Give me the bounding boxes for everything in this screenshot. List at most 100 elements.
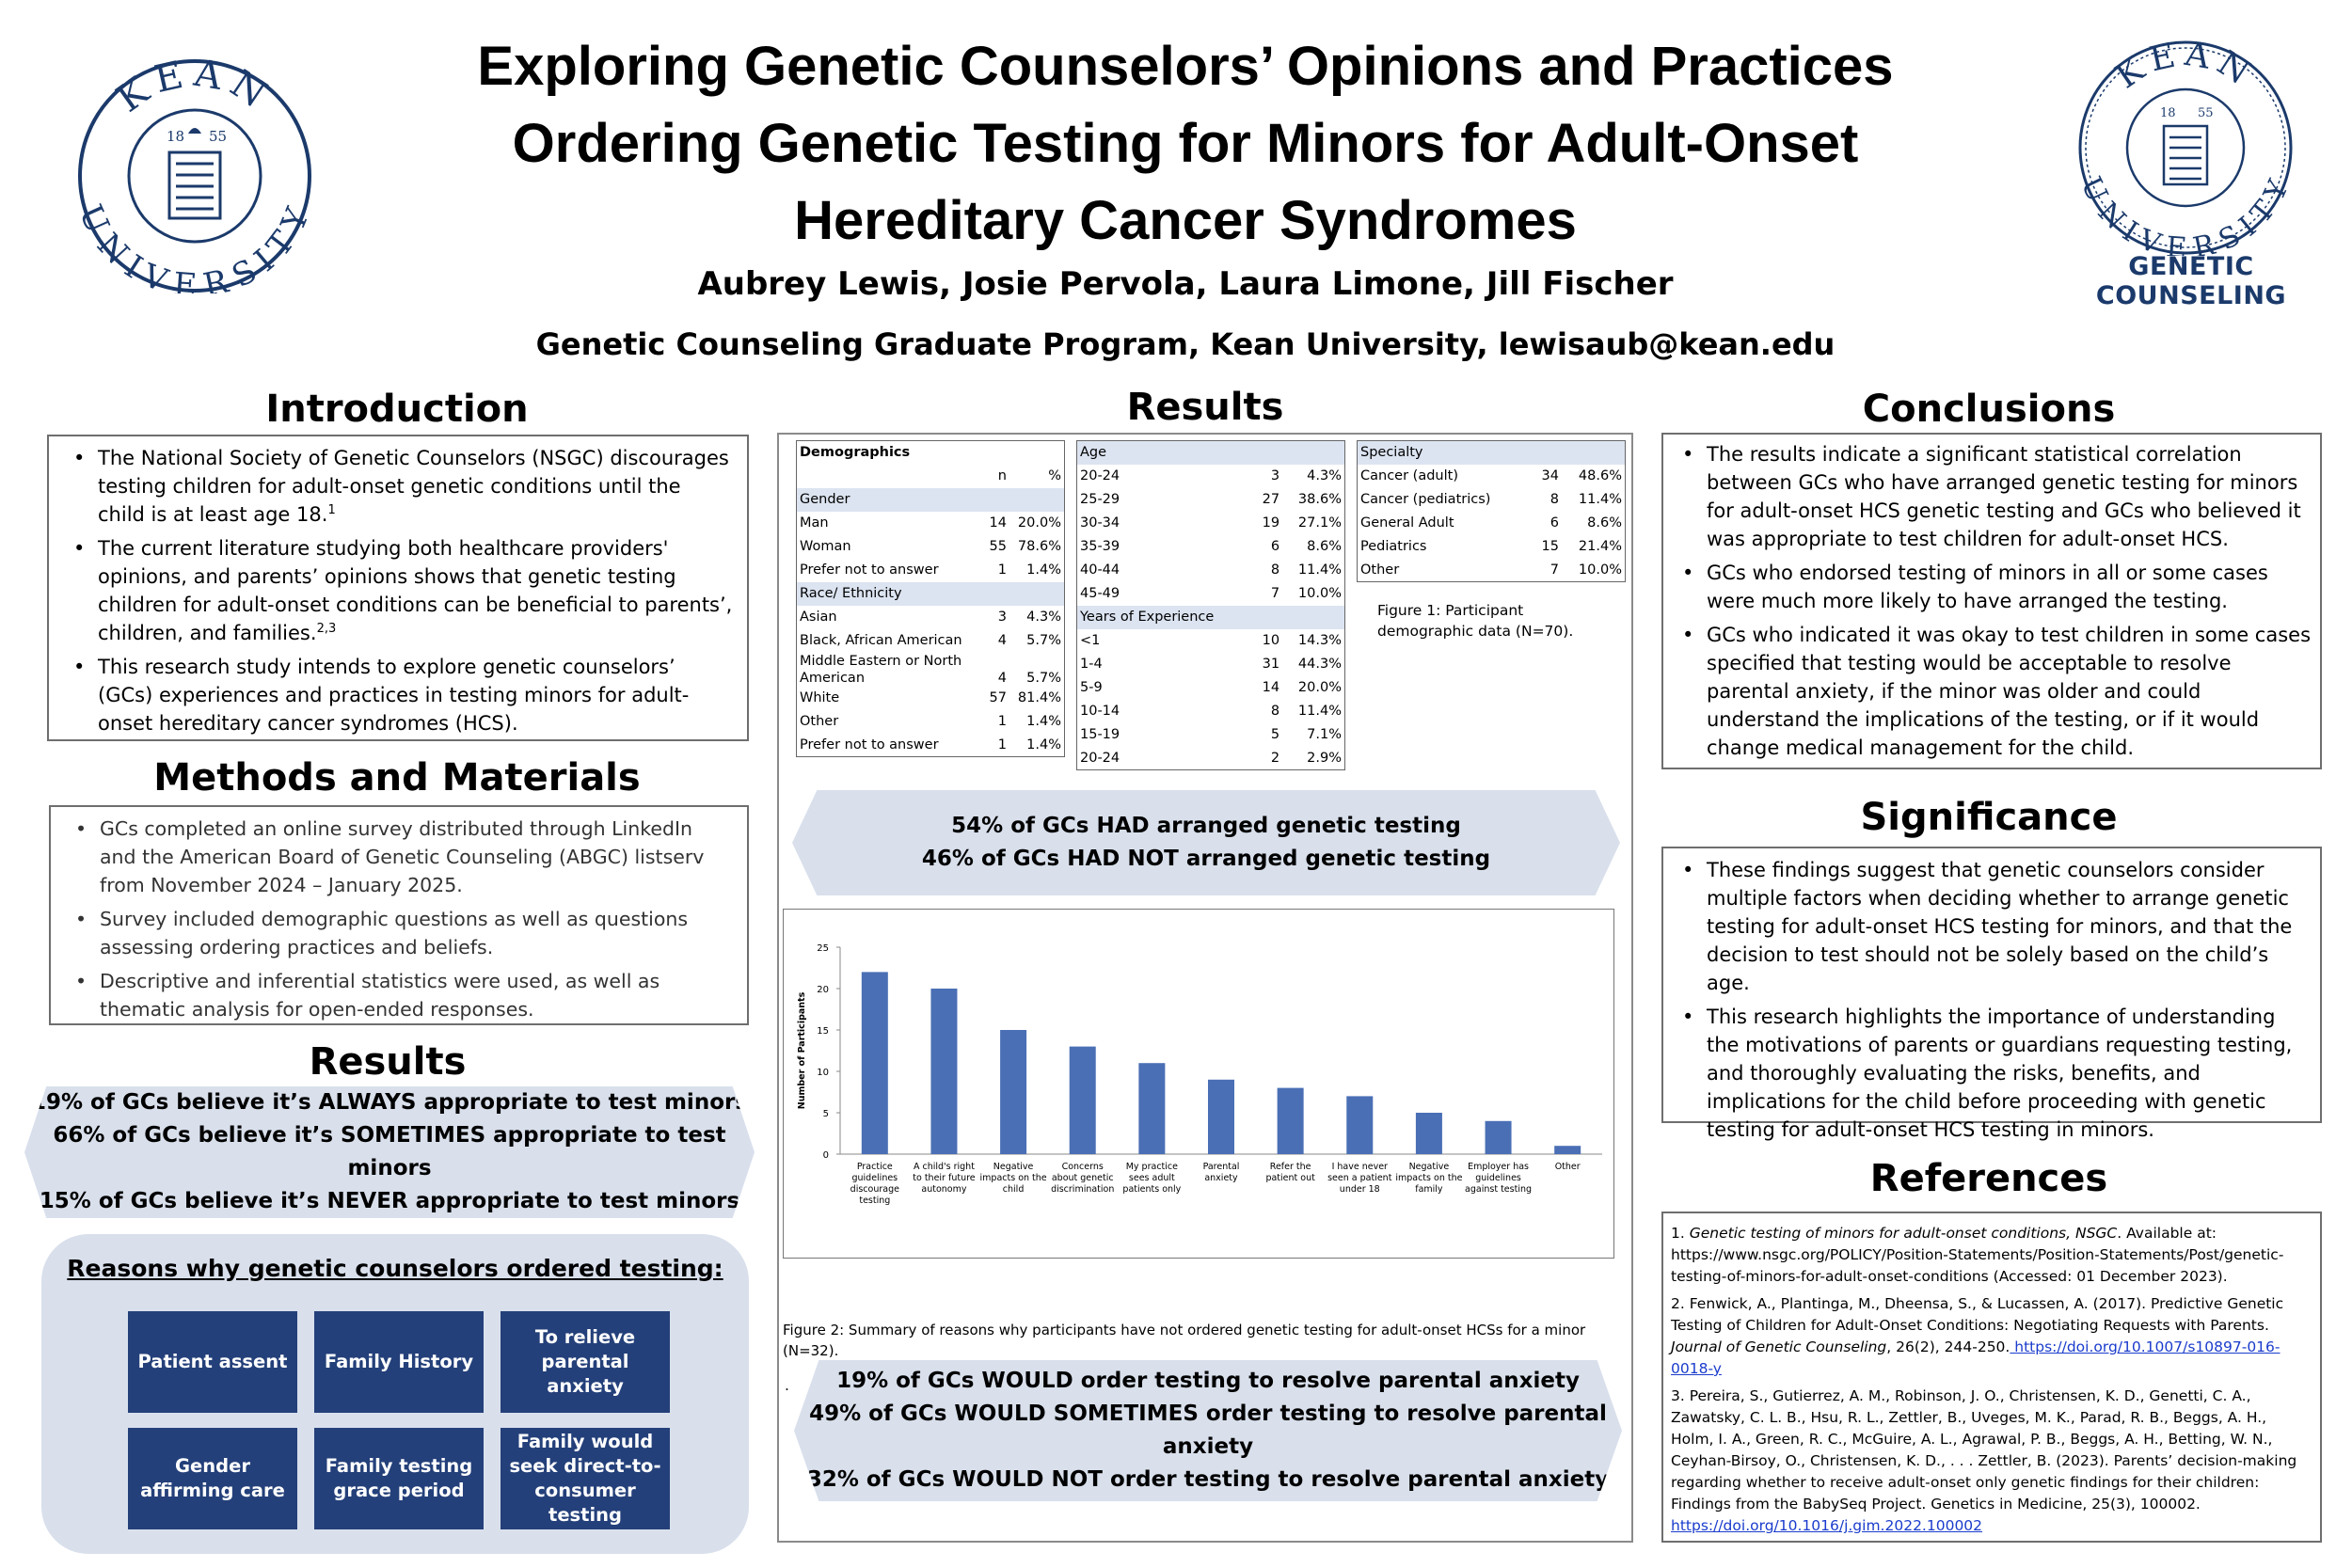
table-row: 25-29 27 38.6% <box>1077 488 1345 512</box>
percent-cell: 4.3% <box>1026 610 1061 625</box>
count-cell: 7 <box>1549 562 1559 578</box>
table-row: Specialty <box>1357 440 1626 465</box>
table-cell <box>1532 440 1562 465</box>
bar <box>930 989 958 1154</box>
count-cell: 15 <box>1541 539 1559 554</box>
banner-line: 54% of GCs HAD arranged genetic testing <box>951 814 1461 838</box>
poster-title: Exploring Genetic Counselors’ Opinions a… <box>477 36 1894 251</box>
x-tick-label: Negative <box>1409 1162 1450 1172</box>
table-cell <box>797 465 984 488</box>
table-row: 30-34 19 27.1% <box>1077 512 1345 535</box>
x-tick-label: patient out <box>1265 1173 1315 1183</box>
author-list: Aubrey Lewis, Josie Pervola, Laura Limon… <box>697 265 1674 303</box>
row-label: 40-44 <box>1080 562 1120 578</box>
table-cell <box>984 441 1009 465</box>
count-cell: 19 <box>1262 515 1280 531</box>
count-cell: 27 <box>1262 492 1280 507</box>
row-label: 20-24 <box>1080 750 1120 766</box>
percent-cell: 11.4% <box>1578 492 1622 507</box>
table-row: Years of Experience <box>1076 605 1345 629</box>
significance-heading: Significance <box>1860 796 2118 839</box>
percent-cell: 21.4% <box>1578 539 1622 554</box>
table-row: Cancer (adult) 34 48.6% <box>1358 465 1626 488</box>
appropriateness-banner: 19% of GCs believe it’s ALWAYS appropria… <box>24 1086 755 1218</box>
count-cell: 8 <box>1270 562 1280 578</box>
svg-text:UNIVERSITY: UNIVERSITY <box>77 199 312 293</box>
y-tick-label: 25 <box>817 943 829 954</box>
x-tick-label: guidelines <box>1475 1173 1521 1183</box>
table-cell <box>1253 605 1283 629</box>
group-label: Gender <box>796 487 984 512</box>
table-cell <box>1282 605 1345 629</box>
methods-bullet: Descriptive and inferential statistics w… <box>64 967 734 1023</box>
table-cell <box>1009 653 1065 670</box>
x-tick-label: discrimination <box>1051 1184 1114 1195</box>
x-tick-label: impacts on the <box>1395 1173 1462 1183</box>
svg-text:KEAN: KEAN <box>109 58 280 121</box>
y-tick-label: 10 <box>817 1068 829 1078</box>
table-cell <box>1009 581 1065 606</box>
introduction-bullet: The National Society of Genetic Counselo… <box>62 444 734 529</box>
row-label: Asian <box>800 610 837 625</box>
bar <box>1554 1146 1581 1154</box>
stray-mark: . <box>785 1377 789 1394</box>
y-axis-label: Number of Participants <box>797 991 807 1109</box>
reference-link[interactable]: https://doi.org/10.1016/j.gim.2022.10000… <box>1671 1517 1983 1534</box>
reference-link[interactable]: https://doi.org/10.1007/s10897-016-0018-… <box>1671 1338 2280 1377</box>
x-tick-label: Negative <box>993 1162 1034 1172</box>
bar <box>1485 1120 1512 1154</box>
table-row: Cancer (pediatrics) 8 11.4% <box>1358 488 1626 512</box>
svg-text:18: 18 <box>2160 106 2176 120</box>
conclusions-heading: Conclusions <box>1862 388 2116 431</box>
percent-cell: 48.6% <box>1578 468 1622 483</box>
row-label: 30-34 <box>1080 515 1120 531</box>
table-row: Age <box>1076 440 1345 465</box>
x-tick-label: A child's right <box>914 1162 975 1172</box>
reason-tile: To relieve parental anxiety <box>501 1311 670 1413</box>
bar <box>1415 1113 1442 1154</box>
table-row: General Adult 6 8.6% <box>1358 512 1626 535</box>
table-row: Other 7 10.0% <box>1358 559 1626 582</box>
count-cell: 57 <box>989 690 1007 705</box>
significance-bullet: This research highlights the importance … <box>1671 1003 2312 1144</box>
row-label: General Adult <box>1360 515 1454 531</box>
x-tick-label: Parental <box>1203 1162 1240 1172</box>
bar <box>1277 1087 1304 1154</box>
count-cell: 3 <box>1270 468 1280 483</box>
table-row: 5-9 14 20.0% <box>1077 676 1345 700</box>
table-row: 45-49 7 10.0% <box>1077 582 1345 606</box>
percent-cell: 1.4% <box>1026 736 1061 752</box>
table-row: Man 14 20.0% <box>797 512 1065 535</box>
row-label: 10-14 <box>1080 704 1120 719</box>
x-tick-label: Practice <box>857 1162 893 1172</box>
x-tick-label: testing <box>859 1196 890 1206</box>
references-heading: References <box>1869 1157 2108 1200</box>
row-label: 5-9 <box>1080 680 1103 695</box>
bar <box>1000 1030 1027 1154</box>
table-row: Gender <box>796 487 1065 512</box>
row-label: White <box>800 690 840 705</box>
x-tick-label: under 18 <box>1340 1184 1380 1195</box>
count-cell: 10 <box>1262 633 1280 648</box>
percent-cell: 5.7% <box>1026 633 1061 648</box>
bar-chart: 0 5 10 15 20 25 Number of Participants Practice… <box>797 943 1602 1206</box>
count-cell: 8 <box>1549 492 1559 507</box>
methods-heading: Methods and Materials <box>153 756 641 800</box>
reasons-title: Reasons why genetic counselors ordered t… <box>67 1255 723 1282</box>
reason-tile: Family would seek direct-to-consumer tes… <box>501 1428 670 1529</box>
table-row: 20-24 3 4.3% <box>1077 465 1345 488</box>
table-row: Other 1 1.4% <box>797 710 1065 734</box>
introduction-bullet: The current literature studying both hea… <box>62 534 734 647</box>
reason-tile: Family testing grace period <box>314 1428 484 1529</box>
table-row: American 4 5.7% <box>797 670 1065 687</box>
reason-tile: Family History <box>314 1311 484 1413</box>
banner-line: 66% of GCs believe it’s SOMETIMES approp… <box>53 1123 726 1180</box>
introduction-heading: Introduction <box>265 388 529 431</box>
table-row: Race/ Ethnicity <box>796 581 1065 606</box>
reference-item: 3. Pereira, S., Gutierrez, A. M., Robins… <box>1671 1387 2297 1534</box>
x-tick-label: family <box>1415 1184 1443 1195</box>
figure2-chart: 0 5 10 15 20 25 Number of Participants Practice… <box>783 909 1614 1259</box>
table-row: 35-39 6 8.6% <box>1077 535 1345 559</box>
percent-cell: 7.1% <box>1307 727 1342 742</box>
age-experience-table: Age 20-24 3 4.3% 25-29 27 38.6% 30-34 19 27.1% 35-… <box>1076 440 1345 770</box>
